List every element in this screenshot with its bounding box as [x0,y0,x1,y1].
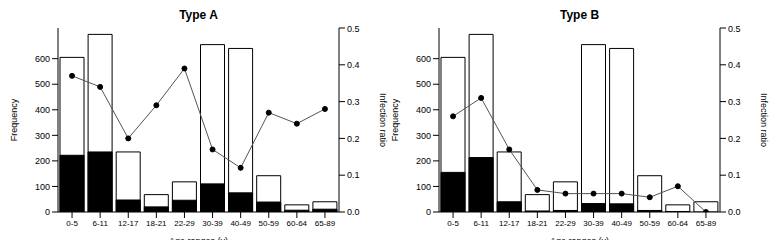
svg-text:0.3: 0.3 [347,97,360,107]
svg-text:200: 200 [35,156,50,166]
svg-text:0.4: 0.4 [347,60,360,70]
svg-text:0: 0 [45,207,50,217]
svg-text:40-49: 40-49 [611,219,632,228]
svg-text:60-64: 60-64 [668,219,689,228]
svg-text:0.2: 0.2 [347,134,360,144]
svg-text:18-21: 18-21 [527,219,548,228]
html-text:Type A: Type A [179,8,218,22]
svg-text:600: 600 [35,54,50,64]
svg-text:Frequency: Frequency [9,98,19,141]
svg-text:0.1: 0.1 [728,170,741,180]
svg-text:300: 300 [416,131,431,141]
html-text:Type B: Type B [559,8,600,22]
svg-text:65-89: 65-89 [696,219,717,228]
svg-text:Age ranges (y): Age ranges (y) [169,236,228,240]
svg-text:65-89: 65-89 [315,219,336,228]
svg-text:0.5: 0.5 [347,24,360,34]
svg-text:400: 400 [416,105,431,115]
svg-text:22-29: 22-29 [174,219,195,228]
svg-text:50-59: 50-59 [640,219,661,228]
svg-text:30-39: 30-39 [583,219,604,228]
svg-text:600: 600 [416,54,431,64]
svg-text:500: 500 [35,79,50,89]
svg-text:Age ranges (y): Age ranges (y) [550,236,609,240]
svg-text:Infection ratio: Infection ratio [759,93,769,147]
svg-text:0: 0 [426,207,431,217]
svg-text:Frequency: Frequency [390,98,400,141]
svg-text:0.0: 0.0 [347,207,360,217]
svg-text:0.2: 0.2 [728,134,741,144]
svg-text:6-11: 6-11 [92,219,108,228]
svg-text:100: 100 [35,182,50,192]
svg-text:400: 400 [35,105,50,115]
svg-text:Infection ratio: Infection ratio [378,93,388,147]
svg-text:12-17: 12-17 [499,219,520,228]
svg-text:0-5: 0-5 [447,219,459,228]
svg-text:0-5: 0-5 [66,219,78,228]
svg-text:100: 100 [416,182,431,192]
svg-text:200: 200 [416,156,431,166]
svg-text:0.4: 0.4 [728,60,741,70]
svg-text:0.1: 0.1 [347,170,360,180]
svg-text:30-39: 30-39 [202,219,223,228]
svg-text:6-11: 6-11 [473,219,489,228]
svg-text:0.3: 0.3 [728,97,741,107]
svg-text:50-59: 50-59 [259,219,280,228]
svg-text:18-21: 18-21 [146,219,167,228]
svg-text:500: 500 [416,79,431,89]
svg-text:12-17: 12-17 [118,219,139,228]
svg-text:22-29: 22-29 [555,219,576,228]
svg-text:40-49: 40-49 [230,219,251,228]
svg-text:0.0: 0.0 [728,207,741,217]
svg-text:300: 300 [35,131,50,141]
svg-text:60-64: 60-64 [287,219,308,228]
svg-text:0.5: 0.5 [728,24,741,34]
